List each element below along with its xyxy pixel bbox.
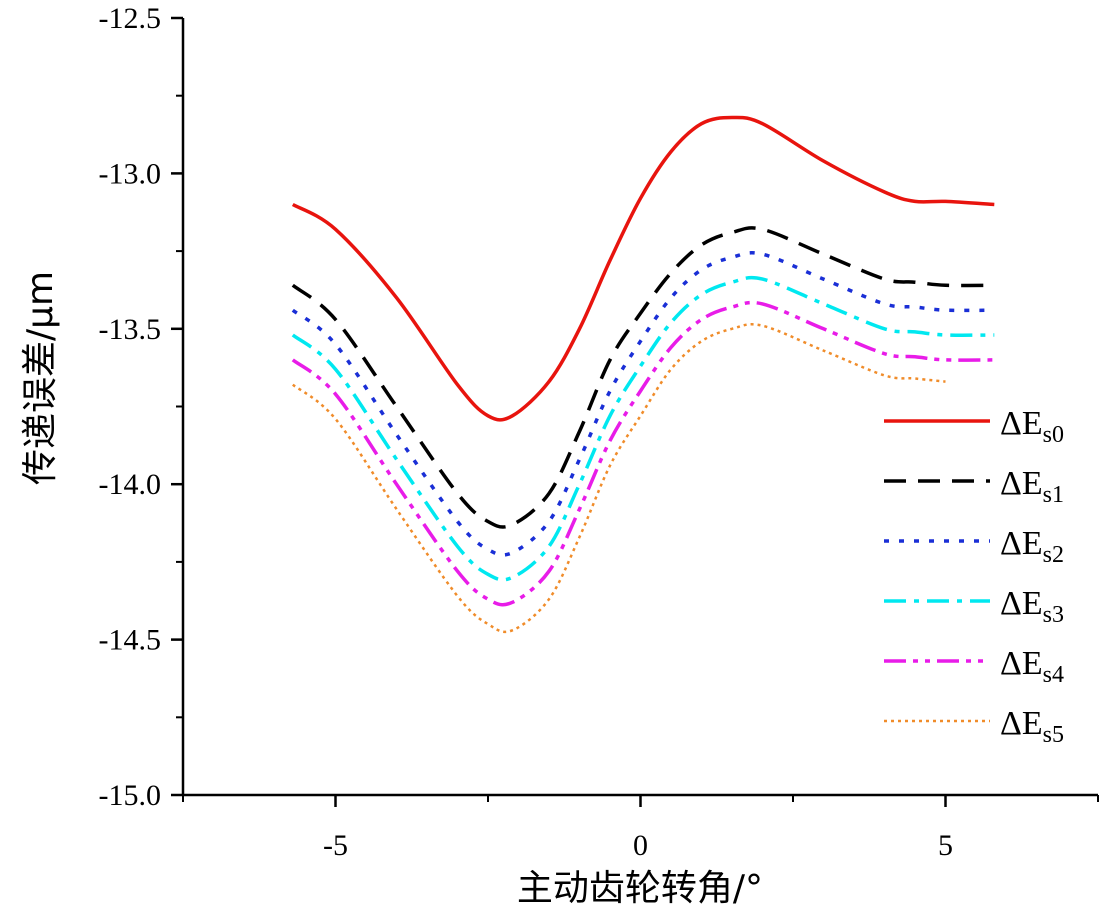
legend-label-s4: ΔEs4: [1000, 645, 1064, 688]
legend-label-s1: ΔEs1: [1000, 465, 1064, 508]
series-lines: [291, 115, 995, 634]
series-line-s0: [291, 115, 995, 422]
y-tick-label: -14.5: [99, 624, 162, 657]
y-tick-label: -13.5: [99, 313, 162, 346]
legend-label-s0: ΔEs0: [1000, 405, 1064, 448]
series-line-s1: [291, 226, 995, 529]
y-axis-title: 传递误差/μm: [20, 271, 61, 485]
x-tick-label: -5: [323, 829, 348, 862]
x-axis-title: 主动齿轮转角/°: [517, 868, 763, 909]
y-tick-label: -12.5: [99, 2, 162, 35]
legend-label-s2: ΔEs2: [1000, 525, 1064, 568]
series-line-s4: [291, 300, 995, 607]
legend: ΔEs0 ΔEs1 ΔEs2 ΔEs3 ΔEs4 ΔEs5: [884, 405, 1064, 748]
x-tick-label: 0: [633, 829, 648, 862]
y-tick-label: -14.0: [99, 468, 162, 501]
y-tick-label: -15.0: [99, 779, 162, 812]
x-tick-label: 5: [938, 829, 953, 862]
legend-label-s3: ΔEs3: [1000, 585, 1064, 628]
series-line-s5: [292, 323, 946, 634]
axes: -12.5 -13.0 -13.5 -14.0 -14.5 -15.0 -5 0 5: [99, 2, 1099, 862]
series-line-s3: [291, 275, 995, 582]
series-line-s2: [291, 251, 995, 557]
legend-label-s5: ΔEs5: [1000, 705, 1064, 748]
y-tick-label: -13.0: [99, 157, 162, 190]
